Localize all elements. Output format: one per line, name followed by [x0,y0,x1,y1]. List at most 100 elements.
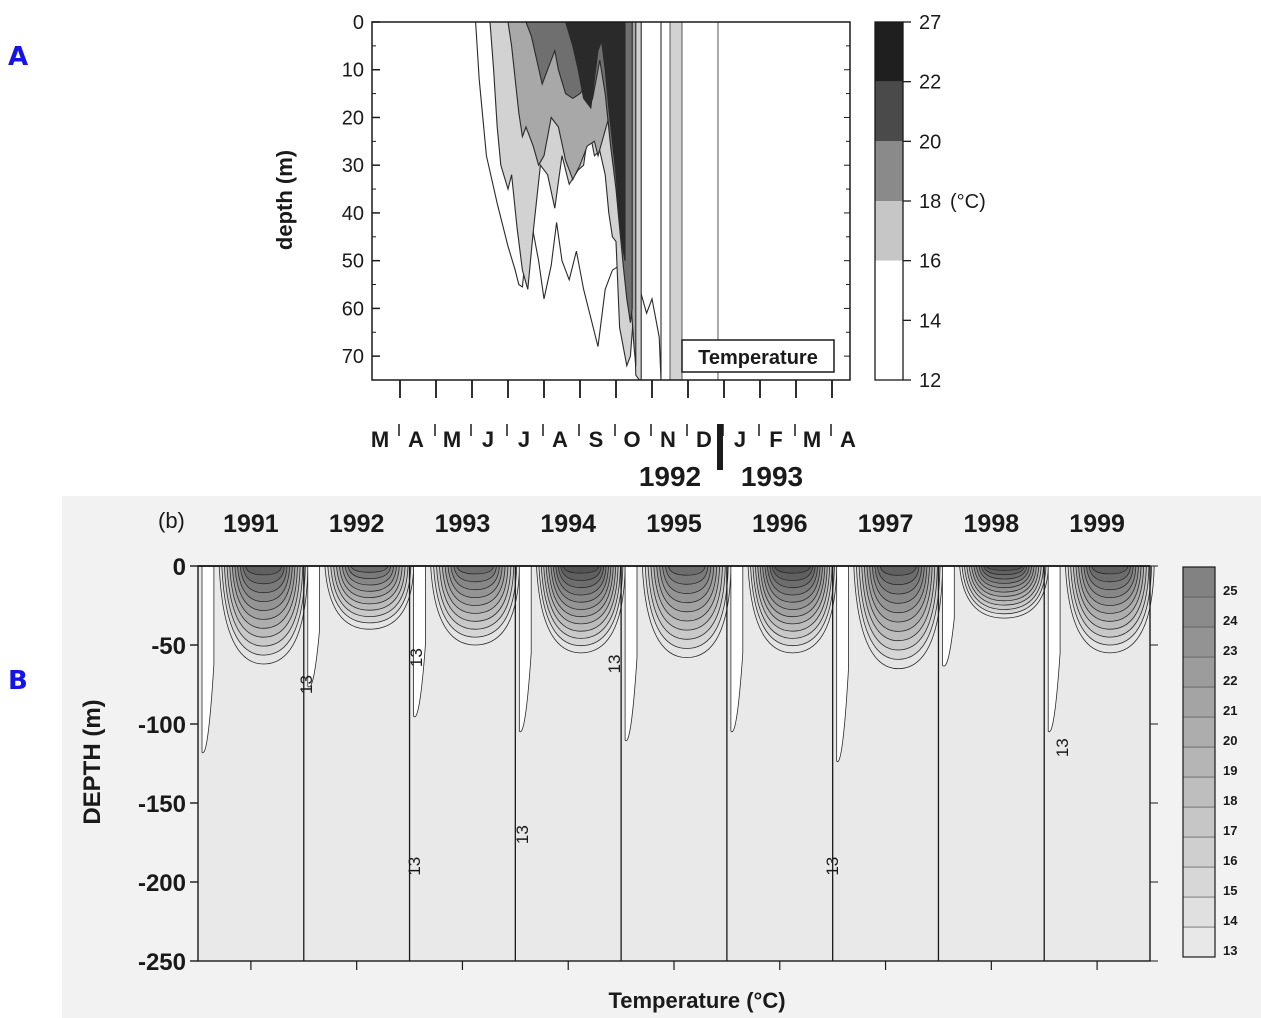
b-mixed-layer-1995 [624,565,638,742]
b-colorbar-segment [1182,896,1216,928]
b-colorbar-segment [1182,926,1216,958]
a-month-label: M [803,427,821,452]
b-ylabel: DEPTH (m) [79,699,106,824]
b-colorbar-segment [1182,866,1216,898]
b-colorbar-label: 16 [1223,853,1237,868]
b-colorbar-label: 13 [1223,943,1237,958]
a-colorbar-label: 22 [919,72,941,94]
a-colorbar-label: 12 [919,370,941,392]
b-ytick-label: -50 [151,633,186,660]
a-contour-22 [564,21,626,261]
a-month-label: N [660,427,676,452]
b-mixed-layer-1996 [730,565,744,733]
panel-letter-b: B [8,666,28,696]
a-colorbar-segment [875,141,903,201]
a-annotation-text: Temperature [698,347,818,369]
b-contour-label-13: 13 [605,654,624,673]
b-year-label: 1998 [964,510,1020,538]
b-colorbar-segment [1182,626,1216,658]
b-colorbar-segment [1182,746,1216,778]
a-ytick-label: 60 [342,298,364,320]
a-colorbar-label: 14 [919,310,941,332]
b-contour-1992 [350,565,389,573]
b-colorbar-label: 18 [1223,793,1237,808]
b-colorbar-label: 17 [1223,823,1237,838]
b-colorbar-segment [1182,566,1216,598]
a-ytick-label: 40 [342,203,364,225]
a-month-label: J [482,427,494,452]
b-mixed-layer-1994 [518,565,532,733]
b-colorbar-segment [1182,776,1216,808]
b-mixed-layer-1998 [942,565,955,667]
b-mixed-layer-1991 [201,565,215,754]
a-month-label: J [518,427,530,452]
b-contour-1991 [244,565,283,576]
a-colorbar-segment [875,22,903,82]
b-year-label: 1991 [223,510,279,538]
b-xlabel: Temperature (°C) [608,988,785,1013]
b-contour-1997 [879,565,917,576]
b-contour-1995 [667,565,706,576]
a-contour-20 [525,21,633,323]
a-ytick-label: 50 [342,251,364,273]
a-ytick-label: 30 [342,155,364,177]
a-colorbar-unit: (°C) [950,191,986,213]
a-ytick-label: 20 [342,107,364,129]
a-month-label: D [696,427,712,452]
b-year-label: 1994 [540,510,596,538]
a-month-label: A [552,427,568,452]
b-colorbar-label: 22 [1223,673,1237,688]
b-contour-label-13: 13 [297,675,316,694]
b-ytick-label: -200 [138,870,186,897]
b-colorbar-segment [1182,806,1216,838]
b-year-label: 1996 [752,510,808,538]
a-colorbar-label: 16 [919,251,941,273]
b-contour-label-13: 13 [405,857,424,876]
a-month-label: F [769,427,782,452]
a-year-1992: 1992 [639,461,701,492]
b-colorbar-label: 19 [1223,763,1237,778]
b-panel-tag: (b) [158,508,185,533]
b-mixed-layer-1997 [836,565,849,763]
a-ytick-label: 70 [342,346,364,368]
b-mixed-layer-1993 [413,565,426,718]
b-contour-1998 [985,565,1023,571]
b-contour-1993 [456,565,495,575]
b-colorbar-frame [1182,566,1216,958]
a-month-label: A [408,427,424,452]
b-colorbar-label: 23 [1223,643,1237,658]
b-colorbar-label: 21 [1223,703,1237,718]
b-ytick-label: -150 [138,791,186,818]
a-ylabel: depth (m) [272,150,297,250]
b-year-label: 1992 [329,510,385,538]
a-month-label: M [371,427,389,452]
a-colorbar-segment [875,260,903,321]
b-contour-label-13: 13 [407,648,426,667]
b-colorbar-label: 14 [1223,913,1238,928]
b-contour-label-13: 13 [1053,738,1072,757]
b-ytick-label: -250 [138,949,186,976]
a-month-label: J [734,427,746,452]
b-colorbar-label: 15 [1223,883,1237,898]
b-year-label: 1993 [435,510,491,538]
b-year-label: 1997 [858,510,914,538]
a-colorbar-segment [875,320,903,380]
b-contour-label-13: 13 [513,825,532,844]
b-colorbar-segment [1182,596,1216,628]
b-mixed-layer-1999 [1047,565,1061,733]
a-colorbar-segment [875,81,903,142]
a-year-divider-bar [717,424,723,470]
a-colorbar-label: 27 [919,12,941,34]
a-month-label: S [589,427,604,452]
panel-letter-a: A [8,42,29,72]
a-colorbar-label: 20 [919,131,941,153]
b-mixed-layer-1992 [307,565,320,688]
b-colorbar-segment [1182,836,1216,868]
a-ytick-label: 10 [342,60,364,82]
a-colorbar-segment [875,201,903,261]
b-colorbar-segment [1182,686,1216,718]
b-colorbar-label: 24 [1223,613,1238,628]
b-colorbar-segment [1182,716,1216,748]
